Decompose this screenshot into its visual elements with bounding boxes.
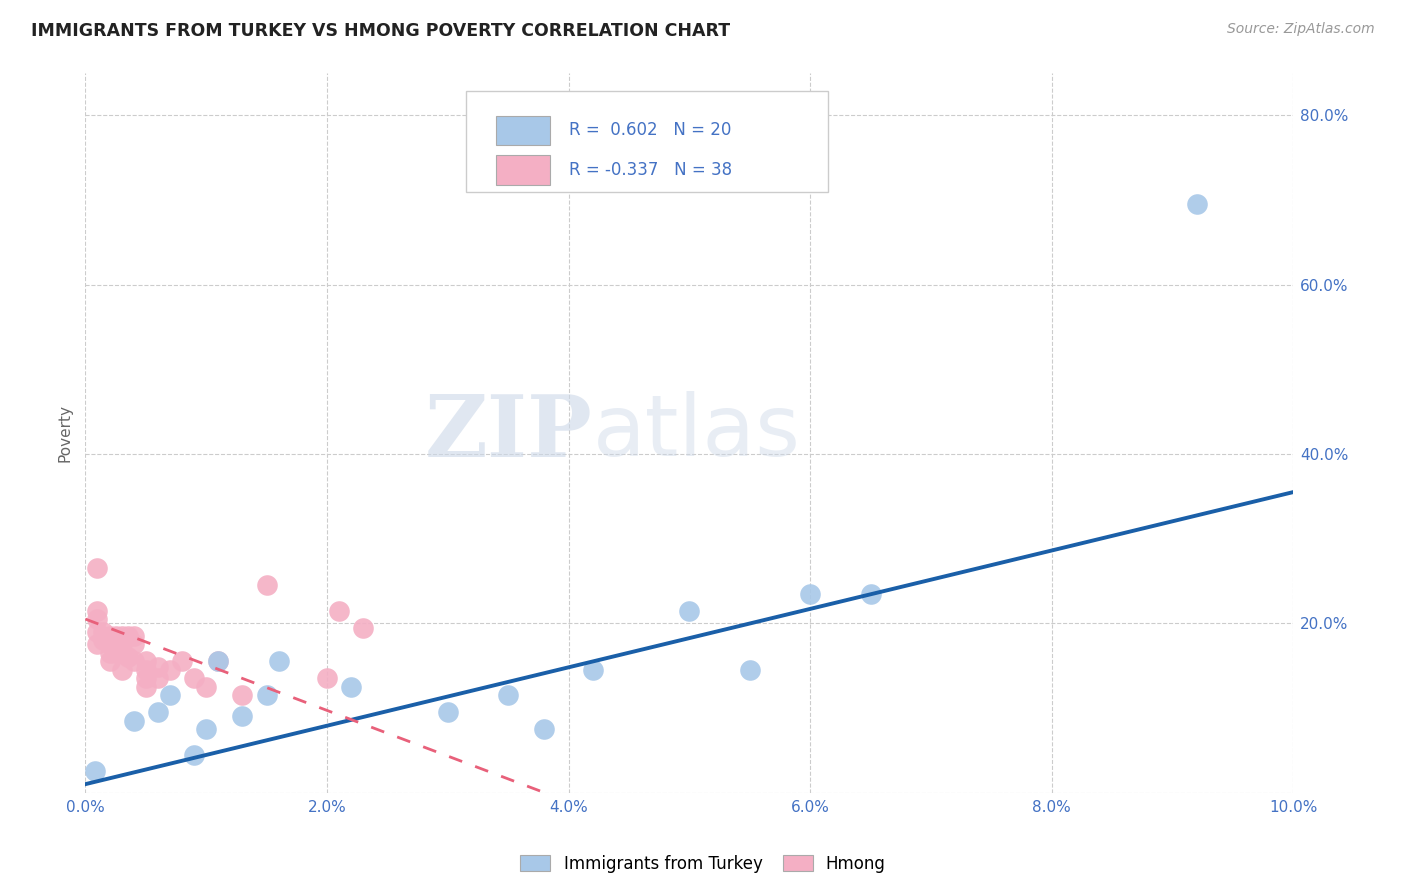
Point (117, 629, 139, 643)
FancyBboxPatch shape (496, 116, 551, 145)
Text: Source: ZipAtlas.com: Source: ZipAtlas.com (1227, 22, 1375, 37)
Point (135, 663, 157, 677)
Point (117, 650, 139, 665)
Point (146, 671, 169, 685)
Point (98, 654, 121, 668)
Point (1185, 197, 1208, 211)
Point (146, 705, 169, 719)
Point (110, 637, 132, 651)
Point (183, 671, 205, 685)
Text: atlas: atlas (593, 392, 801, 475)
FancyBboxPatch shape (496, 155, 551, 185)
Point (496, 688, 519, 702)
Point (316, 671, 339, 685)
Point (86, 561, 108, 575)
Point (859, 587, 882, 601)
Point (122, 654, 145, 668)
Point (98, 629, 121, 643)
Point (799, 587, 821, 601)
Point (256, 578, 278, 592)
Point (678, 604, 700, 618)
Point (207, 654, 229, 668)
Point (582, 663, 605, 677)
Point (98, 637, 121, 651)
Point (195, 722, 218, 736)
Point (256, 688, 278, 702)
Point (340, 680, 363, 694)
Point (104, 646, 127, 660)
Point (104, 629, 127, 643)
Point (122, 637, 145, 651)
Legend: Immigrants from Turkey, Hmong: Immigrants from Turkey, Hmong (513, 848, 893, 880)
Point (159, 663, 181, 677)
Point (86, 612, 108, 626)
Point (159, 688, 181, 702)
Point (231, 709, 253, 723)
FancyBboxPatch shape (465, 91, 828, 192)
Text: ZIP: ZIP (425, 391, 593, 475)
Point (98, 646, 121, 660)
Point (231, 688, 253, 702)
Text: IMMIGRANTS FROM TURKEY VS HMONG POVERTY CORRELATION CHART: IMMIGRANTS FROM TURKEY VS HMONG POVERTY … (31, 22, 730, 40)
Point (110, 663, 132, 677)
Y-axis label: Poverty: Poverty (58, 404, 72, 462)
Point (207, 654, 229, 668)
Point (533, 722, 555, 736)
Point (122, 714, 145, 728)
Point (86, 637, 108, 651)
Point (122, 629, 145, 643)
Point (183, 747, 205, 762)
Point (352, 621, 374, 635)
Point (135, 654, 157, 668)
Point (436, 705, 458, 719)
Point (170, 654, 193, 668)
Text: R =  0.602   N = 20: R = 0.602 N = 20 (568, 121, 731, 139)
Point (93, 624, 115, 639)
Point (195, 680, 218, 694)
Point (135, 680, 157, 694)
Point (93, 633, 115, 648)
Point (135, 671, 157, 685)
Text: R = -0.337   N = 38: R = -0.337 N = 38 (568, 161, 731, 179)
Point (267, 654, 290, 668)
Point (146, 660, 169, 674)
Point (110, 646, 132, 660)
Point (328, 604, 350, 618)
Point (738, 663, 761, 677)
Point (84, 764, 107, 779)
Point (86, 624, 108, 639)
Point (110, 629, 132, 643)
Point (86, 604, 108, 618)
